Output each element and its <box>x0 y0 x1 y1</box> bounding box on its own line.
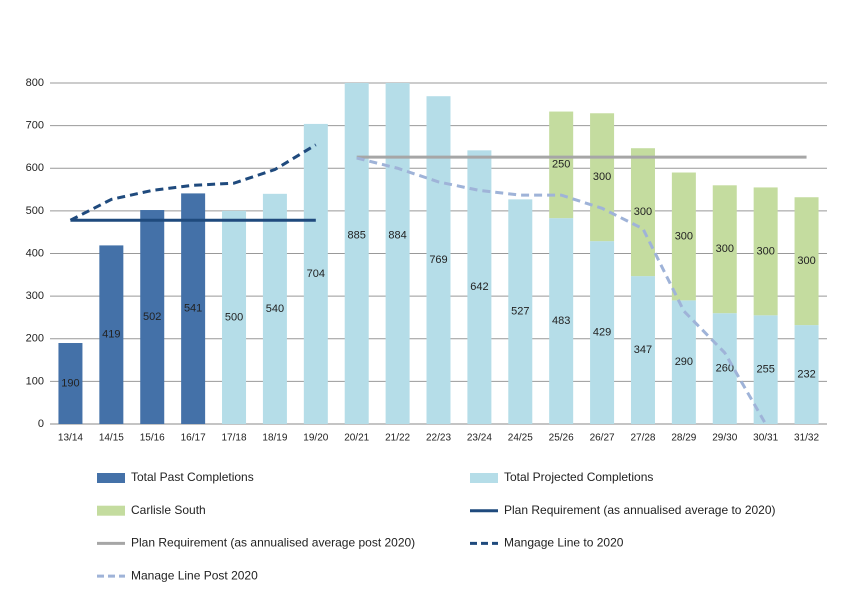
data-label: 300 <box>675 230 693 242</box>
bar <box>630 148 655 277</box>
bar <box>181 193 206 424</box>
data-label: 300 <box>797 255 815 267</box>
legend-label: Plan Requirement (as annualised average … <box>131 536 415 550</box>
x-tick-label: 30/31 <box>753 433 778 444</box>
data-label: 300 <box>716 243 734 255</box>
legend-swatch <box>97 473 125 483</box>
y-tick-label: 100 <box>26 375 44 387</box>
bar <box>99 245 124 424</box>
data-label: 884 <box>388 230 406 242</box>
bar <box>671 172 696 301</box>
y-tick-label: 200 <box>26 333 44 345</box>
bar <box>753 315 778 424</box>
bar <box>426 96 451 424</box>
data-label: 300 <box>593 171 611 183</box>
bar <box>303 123 328 424</box>
data-label: 300 <box>634 206 652 218</box>
bar <box>753 187 778 316</box>
bar <box>794 325 819 424</box>
data-label: 300 <box>756 245 774 257</box>
bar <box>590 113 615 242</box>
bar <box>590 241 615 424</box>
legend-label: Manage Line Post 2020 <box>131 568 258 582</box>
bar <box>58 343 83 424</box>
grid: 0 100 200 300 400 500 600 700 800 13/14 14/15 15/16… <box>26 77 827 444</box>
data-label: 502 <box>143 311 161 323</box>
x-tick-label: 21/22 <box>385 433 410 444</box>
bar <box>385 83 410 424</box>
bar <box>712 313 737 424</box>
legend: Total Past Completions Total Projected Co… <box>97 470 776 582</box>
x-tick-label: 17/18 <box>222 433 247 444</box>
x-tick-label: 25/26 <box>549 433 574 444</box>
legend-label: Carlisle South <box>131 503 206 517</box>
data-label: 290 <box>675 356 693 368</box>
data-labels: 190 419 502 541 500 540 704 885 884 769 642 527 483 4… <box>61 159 815 390</box>
data-label: 429 <box>593 326 611 338</box>
bar <box>794 197 819 326</box>
data-label: 704 <box>307 268 325 280</box>
bar <box>262 193 287 424</box>
data-label: 769 <box>429 254 447 266</box>
y-tick-label: 700 <box>26 120 44 132</box>
bar <box>222 210 247 424</box>
x-tick-label: 31/32 <box>794 433 819 444</box>
legend-label: Total Past Completions <box>131 470 254 484</box>
line <box>356 156 767 425</box>
legend-label: Total Projected Completions <box>504 470 653 484</box>
y-tick-label: 500 <box>26 205 44 217</box>
data-label: 500 <box>225 311 243 323</box>
data-label: 250 <box>552 159 570 171</box>
bar <box>140 210 165 424</box>
legend-swatch <box>470 473 498 483</box>
y-tick-label: 0 <box>38 418 44 430</box>
legend-swatch <box>97 505 125 516</box>
data-label: 260 <box>716 362 734 374</box>
x-tick-label: 22/23 <box>426 433 451 444</box>
x-tick-label: 24/25 <box>508 433 533 444</box>
bar <box>712 185 737 314</box>
bars <box>58 83 819 424</box>
x-tick-label: 26/27 <box>590 433 615 444</box>
x-tick-label: 28/29 <box>671 433 696 444</box>
y-tick-label: 300 <box>26 290 44 302</box>
lines <box>69 143 807 425</box>
data-label: 527 <box>511 306 529 318</box>
data-label: 232 <box>797 368 815 380</box>
legend-label: Mangage Line to 2020 <box>504 536 624 550</box>
data-label: 347 <box>634 344 652 356</box>
data-label: 255 <box>756 364 774 376</box>
x-tick-label: 13/14 <box>58 433 83 444</box>
x-tick-label: 16/17 <box>181 433 206 444</box>
bar <box>671 300 696 424</box>
data-label: 642 <box>470 281 488 293</box>
x-tick-label: 29/30 <box>712 433 737 444</box>
legend-label: Plan Requirement (as annualised average … <box>504 503 776 517</box>
bar <box>549 111 574 219</box>
data-label: 540 <box>266 303 284 315</box>
y-tick-label: 600 <box>26 162 44 174</box>
data-label: 541 <box>184 303 202 315</box>
bar <box>467 150 492 424</box>
x-tick-label: 18/19 <box>262 433 287 444</box>
y-tick-label: 800 <box>26 77 44 89</box>
x-tick-label: 14/15 <box>99 433 124 444</box>
data-label: 190 <box>61 377 79 389</box>
bar <box>508 199 533 424</box>
x-tick-label: 27/28 <box>630 433 655 444</box>
data-label: 419 <box>102 329 120 341</box>
data-label: 885 <box>348 229 366 241</box>
bar <box>630 276 655 424</box>
x-tick-label: 20/21 <box>344 433 369 444</box>
bar <box>549 218 574 424</box>
x-tick-label: 19/20 <box>303 433 328 444</box>
y-tick-label: 400 <box>26 247 44 259</box>
line <box>69 143 317 222</box>
bar <box>344 83 369 424</box>
x-tick-label: 15/16 <box>140 433 165 444</box>
x-tick-label: 23/24 <box>467 433 492 444</box>
data-label: 483 <box>552 315 570 327</box>
